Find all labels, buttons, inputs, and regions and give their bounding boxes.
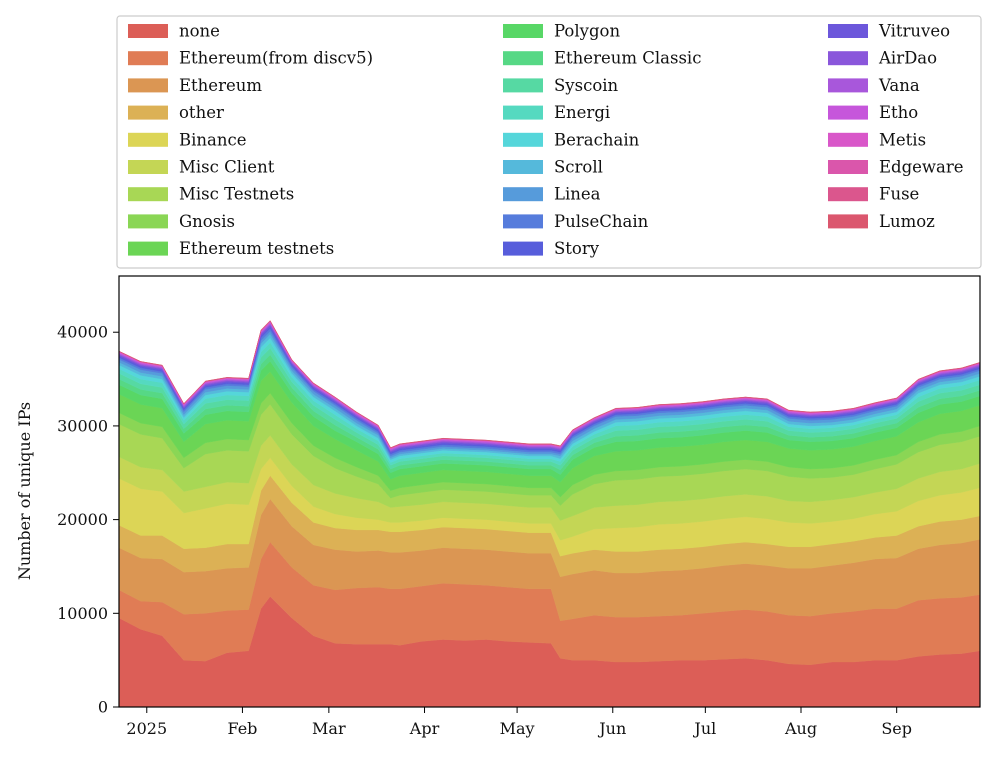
legend-entry-label: Ethereum — [179, 76, 262, 95]
legend-swatch — [503, 160, 543, 174]
x-tick-label: Jun — [597, 719, 626, 738]
legend-entry-label: AirDao — [878, 49, 937, 68]
legend-swatch — [128, 105, 168, 120]
x-tick-label: 2025 — [126, 719, 167, 738]
legend-entry-label: Energi — [554, 103, 610, 122]
legend-frame — [116, 15, 982, 269]
legend-swatch — [128, 187, 168, 202]
y-tick-label: 30000 — [57, 416, 108, 435]
y-tick-label: 40000 — [57, 323, 108, 342]
legend-entry-label: Vana — [878, 76, 920, 95]
x-tick-label: May — [500, 719, 535, 738]
x-tick-label: Feb — [227, 719, 257, 738]
legend-swatch — [503, 214, 543, 229]
legend-entry-label: PulseChain — [554, 212, 649, 231]
legend-swatch — [128, 160, 168, 174]
legend-entry-label: Ethereum Classic — [554, 49, 701, 68]
legend-entry-label: other — [179, 103, 224, 122]
legend-swatch — [128, 78, 168, 93]
legend-swatch — [128, 241, 168, 256]
legend-entry-label: Fuse — [879, 185, 919, 204]
x-tick-label: Sep — [881, 719, 912, 738]
x-tick-label: Aug — [784, 719, 817, 738]
legend-swatch — [828, 51, 868, 66]
legend-swatch — [128, 51, 168, 66]
plot-area: 0 10000 20000 30000 40000 2025 Feb Mar Apr May Ju… — [15, 275, 981, 738]
legend-entry-label: none — [179, 22, 220, 41]
x-axis: 2025 Feb Mar Apr May Jun Jul Aug Sep — [126, 707, 912, 738]
chart-legend: none Ethereum(from discv5) Ethereum other Bi… — [116, 15, 982, 269]
legend-swatch — [503, 78, 543, 93]
legend-swatch — [828, 105, 868, 120]
legend-entry-label: Story — [554, 239, 600, 258]
legend-swatch — [128, 214, 168, 229]
legend-swatch — [128, 24, 168, 38]
y-tick-label: 20000 — [57, 510, 108, 529]
legend-entry-label: Etho — [879, 103, 918, 122]
legend-entry-label: Scroll — [554, 158, 603, 177]
legend-entry-label: Lumoz — [879, 212, 935, 231]
legend-entry-label: Edgeware — [879, 158, 964, 177]
y-tick-label: 10000 — [57, 604, 108, 623]
legend-entry-label: Syscoin — [554, 76, 619, 95]
legend-entry-label: Misc Client — [179, 158, 275, 177]
legend-swatch — [503, 241, 543, 256]
legend-swatch — [503, 105, 543, 120]
legend-swatch — [828, 132, 868, 147]
legend-entry-label: Misc Testnets — [179, 185, 294, 204]
legend-swatch — [828, 187, 868, 202]
y-axis-label: Number of unique IPs — [15, 402, 34, 580]
legend-entry-label: Gnosis — [179, 212, 235, 231]
y-axis: 0 10000 20000 30000 40000 — [57, 323, 119, 717]
legend-entry-label: Vitruveo — [878, 22, 950, 41]
legend-swatch — [503, 132, 543, 147]
legend-swatch — [828, 78, 868, 93]
legend-entry-label: Linea — [554, 185, 601, 204]
legend-entry-label: Binance — [179, 130, 247, 149]
legend-swatch — [828, 214, 868, 229]
x-tick-label: Mar — [312, 719, 346, 738]
plot-frame — [118, 275, 981, 708]
x-tick-label: Apr — [409, 719, 440, 738]
legend-entry-label: Berachain — [554, 130, 640, 149]
legend-swatch — [503, 24, 543, 38]
legend-entry-label: Ethereum(from discv5) — [179, 49, 373, 68]
y-tick-label: 0 — [98, 698, 108, 717]
legend-entry-label: Ethereum testnets — [179, 239, 334, 258]
x-tick-label: Jul — [692, 719, 716, 738]
legend-swatch — [503, 51, 543, 66]
legend-entry-label: Polygon — [554, 22, 620, 41]
legend-swatch — [503, 187, 543, 202]
legend-swatch — [828, 160, 868, 174]
legend-swatch — [128, 132, 168, 147]
legend-swatch — [828, 24, 868, 38]
legend-entry-label: Metis — [879, 130, 926, 149]
